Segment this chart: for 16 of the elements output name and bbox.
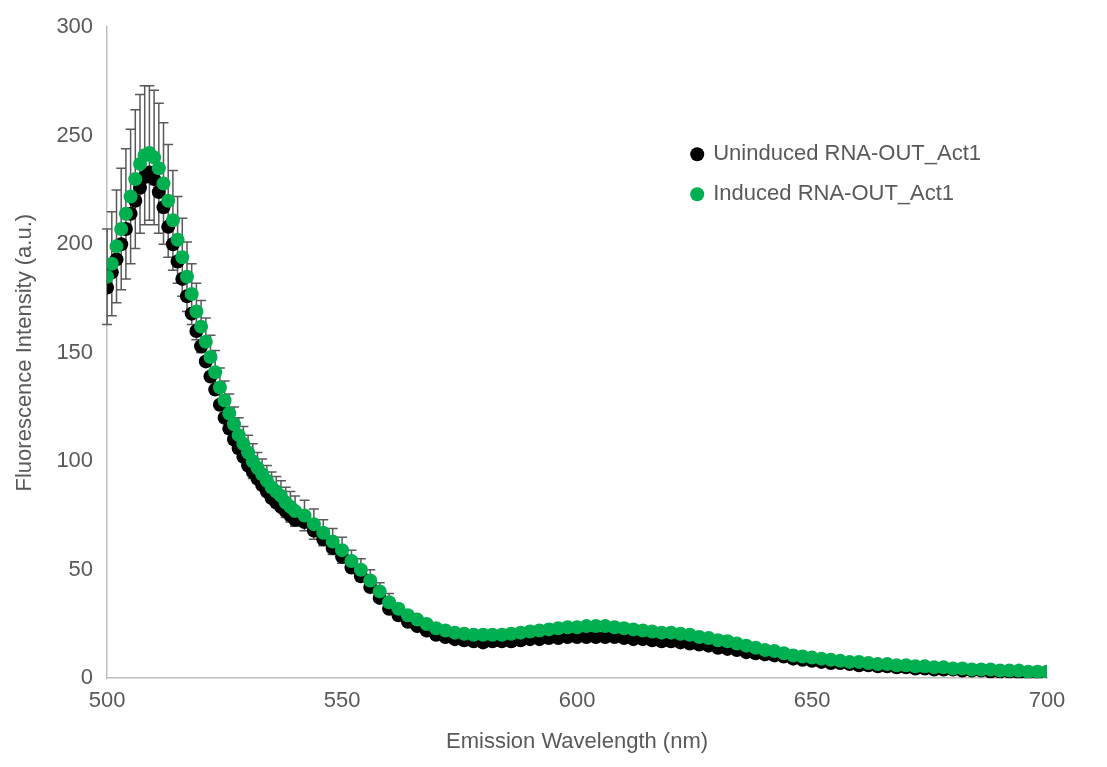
y-tick-label: 300	[56, 13, 94, 39]
x-axis-title: Emission Wavelength (nm)	[446, 727, 709, 753]
x-tick-label: 600	[558, 687, 596, 713]
legend-label: Uninduced RNA-OUT_Act1	[713, 140, 982, 166]
x-tick-label: 550	[323, 687, 361, 713]
x-tick-label: 700	[1028, 687, 1066, 713]
y-axis-title: Fluorescence Intensity (a.u.)	[11, 213, 37, 492]
y-tick-label: 0	[80, 664, 94, 690]
x-tick-label: 650	[793, 687, 831, 713]
y-tick-label: 100	[56, 447, 94, 473]
y-tick-label: 50	[68, 555, 94, 581]
y-tick-label: 200	[56, 230, 94, 256]
y-tick-label: 250	[56, 121, 94, 147]
x-tick-label: 500	[88, 687, 126, 713]
y-tick-label: 150	[56, 338, 94, 364]
legend-label: Induced RNA-OUT_Act1	[713, 180, 955, 206]
